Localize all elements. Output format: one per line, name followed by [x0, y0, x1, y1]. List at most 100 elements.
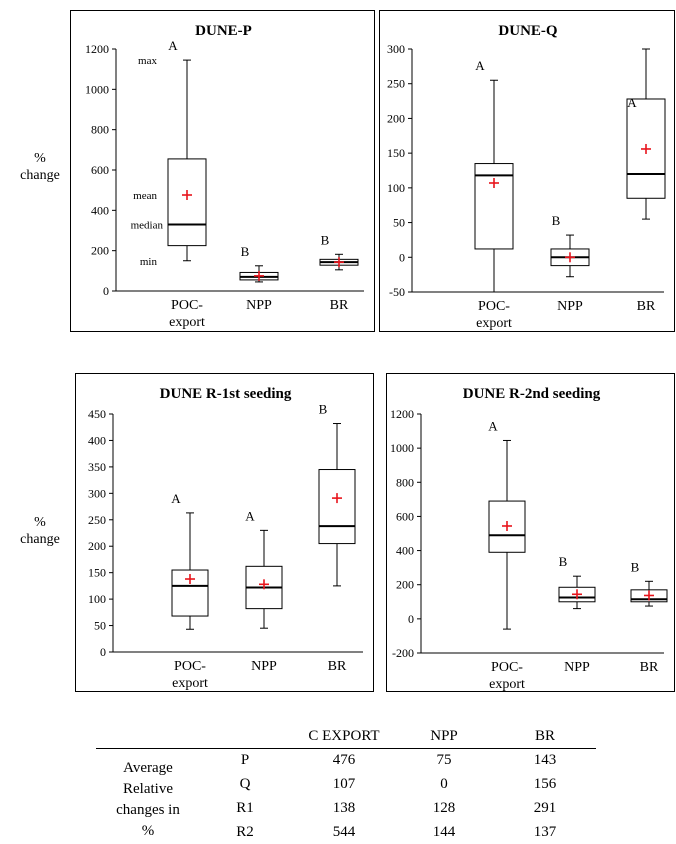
y-tick-label: -200: [392, 646, 414, 660]
y-tick-label: -50: [389, 285, 405, 299]
significance-letter: B: [631, 559, 640, 574]
y-tick-label: 1000: [390, 441, 414, 455]
y-tick-label: 200: [387, 111, 405, 125]
box-1: [488, 439, 526, 630]
table-cell: 128: [432, 800, 456, 816]
table-cell: 156: [533, 776, 557, 792]
table-row-label: R2: [236, 824, 254, 840]
x-tick-label: NPP: [557, 299, 583, 314]
table-cell: 143: [533, 752, 557, 768]
y-tick-label: 50: [94, 619, 106, 633]
box-1: [474, 79, 514, 293]
y-axis-label-line1: %: [34, 515, 46, 530]
y-tick-label: 250: [387, 77, 405, 91]
x-tick-label: BR: [330, 298, 349, 313]
y-tick-label: 250: [88, 513, 106, 527]
table-cell: 544: [332, 824, 356, 840]
significance-letter: B: [552, 213, 561, 228]
y-tick-label: 400: [91, 203, 109, 217]
y-tick-label: 600: [396, 509, 414, 523]
x-tick-label: BR: [328, 659, 347, 674]
box-3: [626, 48, 666, 220]
chart-title: DUNE-P: [195, 23, 252, 39]
annotation-median: median: [131, 219, 164, 231]
chart-dune-r1: DUNE R-1st seeding 0 50 100 150 200 250 300 350 4…: [88, 386, 363, 691]
y-tick-label: 450: [88, 407, 106, 421]
row-header-line4: %: [141, 823, 155, 839]
annotation-mean: mean: [133, 190, 157, 202]
row-header-line1: Average: [123, 760, 173, 776]
row-header-line2: Relative: [123, 781, 173, 797]
chart-panel-dune-q: DUNE-Q -50 0 50 100 150 200 250 300 POC-export NPP…: [379, 10, 675, 332]
y-tick-label: 350: [88, 460, 106, 474]
y-tick-label: 150: [88, 566, 106, 580]
y-tick-label: 300: [88, 486, 106, 500]
iqr-box: [318, 469, 356, 545]
box-2: [550, 234, 590, 278]
y-axis-label-top: % change: [10, 150, 70, 184]
y-tick-label: 1000: [85, 82, 109, 96]
table-row-label: R1: [236, 800, 254, 816]
table-header-rule: [96, 748, 596, 749]
significance-letter: A: [488, 418, 498, 433]
box-2: [245, 529, 283, 629]
table-cell: 138: [332, 800, 356, 816]
x-tick-label: NPP: [246, 298, 272, 313]
y-tick-label: 300: [387, 42, 405, 56]
y-axis-label-bottom: % change: [10, 514, 70, 548]
y-tick-label: 400: [396, 544, 414, 558]
iqr-box: [626, 98, 666, 199]
y-axis-label-line2: change: [20, 532, 60, 547]
table-header-c-export: C EXPORT: [308, 728, 380, 744]
table-cell: 291: [533, 800, 557, 816]
iqr-box: [167, 158, 207, 247]
row-header-line3: changes in: [116, 802, 180, 818]
chart-title: DUNE-Q: [498, 23, 557, 39]
table-cell: 0: [440, 776, 448, 792]
x-tick-label: BR: [640, 660, 659, 675]
box-3: [318, 423, 356, 587]
significance-letter: A: [171, 491, 181, 506]
annotation-max: max: [138, 55, 157, 67]
table-row-label: P: [240, 752, 250, 768]
y-axis-label-line1: %: [34, 151, 46, 166]
y-tick-label: 200: [396, 578, 414, 592]
x-tick-label: BR: [637, 299, 656, 314]
box-1: [171, 512, 209, 630]
table-cell: 107: [332, 776, 356, 792]
chart-title: DUNE R-2nd seeding: [463, 386, 601, 402]
y-tick-label: 0: [103, 284, 109, 298]
x-tick-label: export: [172, 676, 208, 691]
y-tick-label: 0: [100, 645, 106, 659]
x-tick-label: NPP: [564, 660, 590, 675]
iqr-box: [488, 500, 526, 553]
table-row-label: Q: [239, 776, 251, 792]
iqr-box: [474, 163, 514, 250]
y-tick-label: 0: [408, 612, 414, 626]
significance-letter: A: [475, 58, 485, 73]
significance-letter: A: [245, 508, 255, 523]
y-tick-label: 200: [91, 244, 109, 258]
y-tick-label: 100: [387, 181, 405, 195]
significance-letter: B: [319, 402, 328, 417]
x-tick-label: POC-: [174, 659, 206, 674]
chart-panel-dune-p: DUNE-P 0 200 400 600 800 1000 1200 POC-export NPP…: [70, 10, 375, 332]
x-tick-label: POC-: [491, 660, 523, 675]
box-2: [239, 265, 279, 283]
significance-letter: B: [321, 232, 330, 247]
x-tick-label: NPP: [251, 659, 277, 674]
significance-letter: A: [168, 38, 178, 53]
x-tick-label: export: [169, 315, 205, 330]
box-1: [167, 59, 207, 262]
chart-dune-p: DUNE-P 0 200 400 600 800 1000 1200 POC-export NPP…: [85, 23, 364, 330]
box-2: [558, 575, 596, 610]
significance-letter: B: [559, 554, 568, 569]
y-tick-label: 200: [88, 539, 106, 553]
x-tick-label: export: [489, 677, 525, 692]
x-tick-label: POC-: [171, 298, 203, 313]
y-tick-label: 1200: [85, 42, 109, 56]
annotation-min: min: [140, 256, 158, 268]
box-3: [630, 580, 668, 607]
y-tick-label: 600: [91, 163, 109, 177]
table-cell: 476: [332, 752, 356, 768]
